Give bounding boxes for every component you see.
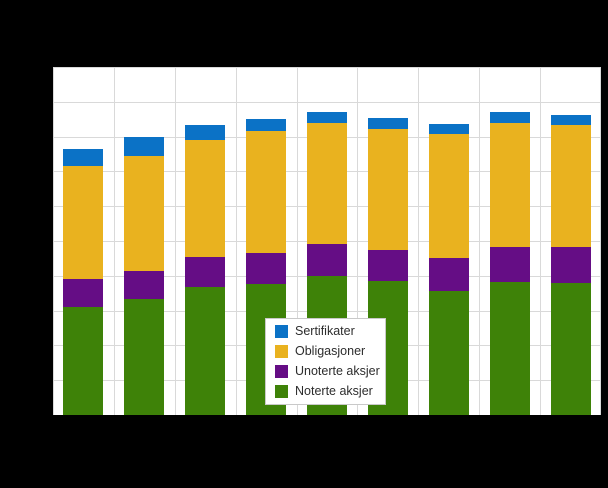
legend-swatch-icon (275, 365, 288, 378)
bar-segment-sertifikater (246, 119, 286, 131)
legend-item-obligasjoner: Obligasjoner (275, 345, 379, 358)
legend-item-noterte-aksjer: Noterte aksjer (275, 385, 379, 398)
legend-label: Unoterte aksjer (295, 364, 380, 378)
bar-segment-sertifikater (429, 124, 469, 134)
bar-segment-noterte-aksjer (185, 287, 225, 415)
bar-segment-obligasjoner (246, 131, 286, 253)
bar-segment-obligasjoner (551, 125, 591, 247)
plot-area (53, 67, 601, 415)
gridline-y (53, 102, 601, 103)
legend-label: Obligasjoner (295, 344, 366, 358)
bar-segment-unoterte-aksjer (63, 279, 103, 307)
gridline-y (53, 67, 601, 68)
bar-segment-obligasjoner (185, 140, 225, 257)
legend-item-unoterte-aksjer: Unoterte aksjer (275, 364, 380, 378)
gridline-x (236, 67, 237, 415)
bar-segment-sertifikater (551, 115, 591, 125)
bar-segment-noterte-aksjer (124, 299, 164, 415)
legend-swatch-icon (275, 385, 288, 398)
bar-segment-unoterte-aksjer (551, 247, 591, 283)
bar-segment-sertifikater (490, 112, 530, 123)
legend: Sertifikater Obligasjoner Unoterte aksje… (265, 318, 386, 405)
legend-swatch-icon (275, 345, 288, 358)
gridline-x (297, 67, 298, 415)
bar-segment-unoterte-aksjer (307, 244, 347, 276)
gridline-x (418, 67, 419, 415)
bar-segment-obligasjoner (368, 129, 408, 250)
bar-segment-sertifikater (124, 137, 164, 156)
bar-segment-unoterte-aksjer (429, 258, 469, 291)
bar-segment-unoterte-aksjer (185, 257, 225, 287)
bar-segment-unoterte-aksjer (490, 247, 530, 282)
bar-segment-noterte-aksjer (551, 283, 591, 415)
bar-segment-unoterte-aksjer (368, 250, 408, 281)
bar-segment-noterte-aksjer (429, 291, 469, 415)
gridline-x (357, 67, 358, 415)
gridline-x (540, 67, 541, 415)
bar-segment-obligasjoner (490, 123, 530, 247)
bar-segment-unoterte-aksjer (124, 271, 164, 299)
bar-segment-sertifikater (185, 125, 225, 140)
gridline-x (600, 67, 601, 415)
bar-segment-sertifikater (63, 149, 103, 166)
bar-segment-obligasjoner (63, 166, 103, 279)
bar-segment-obligasjoner (124, 156, 164, 271)
bar-segment-unoterte-aksjer (246, 253, 286, 284)
legend-label: Sertifikater (295, 324, 355, 338)
bar-segment-noterte-aksjer (490, 282, 530, 415)
gridline-x (114, 67, 115, 415)
gridline-x (53, 67, 54, 415)
gridline-x (479, 67, 480, 415)
bar-segment-sertifikater (368, 118, 408, 129)
bar-segment-noterte-aksjer (63, 307, 103, 415)
bar-segment-obligasjoner (429, 134, 469, 258)
bar-segment-obligasjoner (307, 123, 347, 244)
bar-segment-sertifikater (307, 112, 347, 123)
legend-label: Noterte aksjer (295, 384, 373, 398)
legend-item-sertifikater: Sertifikater (275, 325, 379, 338)
gridline-x (175, 67, 176, 415)
legend-swatch-icon (275, 325, 288, 338)
